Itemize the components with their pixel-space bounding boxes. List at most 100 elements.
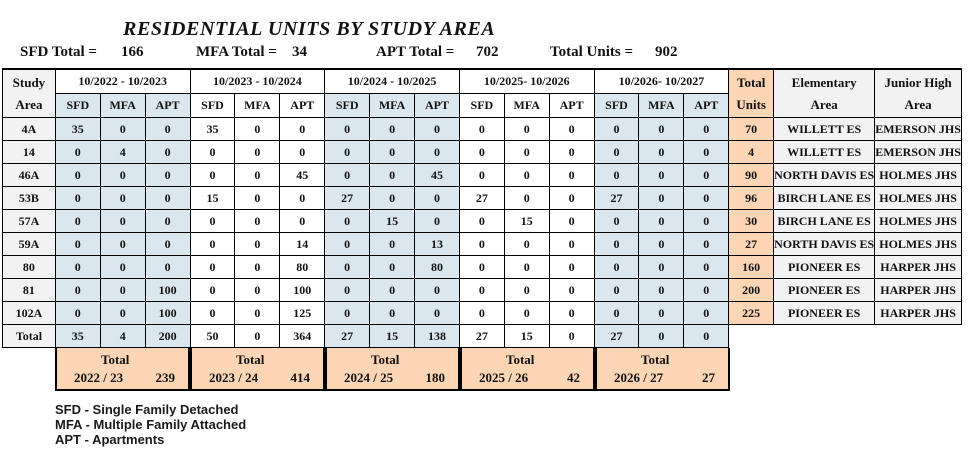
data-cell: 0 [234,186,281,210]
data-cell: 0 [548,232,595,256]
empty-cell [728,324,962,348]
data-cell: 15 [189,186,236,210]
junior-high-cell: HOLMES JHS [874,186,962,210]
total-units-cell: 160 [728,255,775,279]
data-cell: 0 [593,117,640,141]
data-cell: 0 [548,278,595,302]
data-cell: 0 [638,301,685,325]
table-row: 57A 0 0 0 0 0 0 0 15 0 0 15 0 0 0 0 30 BIRCH LANE ES HOLME… [2,209,962,233]
data-cell: 0 [189,140,236,164]
elementary-cell: WILLETT ES [773,140,876,164]
data-cell: 0 [683,232,730,256]
data-cell: 0 [54,255,101,279]
data-cell: 0 [234,278,281,302]
data-cell: 0 [638,278,685,302]
unit-type-header: APT [144,93,191,118]
data-cell: 0 [458,117,505,141]
unit-type-header: SFD [54,93,101,118]
data-cell: 0 [189,232,236,256]
year-total-line: 2026 / 27 27 [597,369,728,387]
study-area-header-line: Study [12,74,46,90]
year-total-years: 2025 / 26 [479,370,529,385]
junior-high-cell: HARPER JHS [874,255,962,279]
data-cell: 0 [369,278,416,302]
year-total-section: Total 2023 / 24 414 [190,348,325,391]
study-area-label: 4A [2,117,56,141]
total-cell: 0 [234,324,281,348]
junior-high-header-line: Junior High [884,74,952,90]
total-units-header-line: Units [736,96,766,112]
junior-high-cell: EMERSON JHS [874,117,962,141]
elementary-header: Elementary Area [773,68,876,118]
data-cell: 0 [414,117,460,141]
data-cell: 0 [279,117,326,141]
junior-high-cell: HOLMES JHS [874,209,962,233]
data-cell: 0 [234,163,281,187]
data-cell: 100 [279,278,326,302]
data-cell: 0 [458,278,505,302]
mfa-total-label: MFA Total = [196,44,277,60]
data-cell: 80 [414,255,460,279]
year-total-value: 180 [425,370,446,385]
sfd-total-value: 166 [121,44,144,60]
year-total-section: Total 2026 / 27 27 [595,348,730,391]
data-cell: 0 [369,255,416,279]
year-total-value: 239 [155,370,176,385]
unit-type-header: APT [548,93,595,118]
year-total-line: 2025 / 26 42 [462,369,593,387]
unit-type-header: MFA [99,93,146,118]
header-row-unit-types: SFD MFA APT SFD MFA APT SFD MFA APT SFD MFA APT SFD M… [3,93,962,118]
elementary-header-line: Elementary [791,74,857,90]
data-cell: 0 [683,301,730,325]
total-units-cell: 90 [728,163,775,187]
study-area-header-line: Area [15,96,43,112]
data-cell: 0 [234,117,281,141]
data-cell: 0 [414,278,460,302]
total-units-cell: 225 [728,301,775,325]
data-cell: 0 [683,140,730,164]
data-cell: 27 [458,186,505,210]
data-cell: 0 [324,232,371,256]
data-cell: 0 [144,232,191,256]
total-units-value: 902 [655,44,678,60]
data-cell: 35 [189,117,236,141]
year-total-title: Total [641,352,670,367]
year-total-years: 2026 / 27 [614,370,664,385]
legend: SFD - Single Family Detached MFA - Multip… [55,402,962,447]
data-cell: 0 [324,163,371,187]
unit-type-header: MFA [503,93,550,118]
year-total-years: 2023 / 24 [209,370,259,385]
data-cell: 0 [593,255,640,279]
data-cell: 0 [369,232,416,256]
table-row: 4A 35 0 0 35 0 0 0 0 0 0 0 0 0 0 0 70 WILLETT ES EMERSON J… [2,117,962,141]
data-cell: 0 [503,186,550,210]
data-cell: 0 [593,163,640,187]
data-cell: 0 [54,163,101,187]
data-cell: 0 [548,140,595,164]
header-row-periods: Study Area 10/2022 - 10/2023 10/2023 - 10/2… [2,68,962,118]
data-cell: 0 [234,209,281,233]
year-total-value: 42 [567,370,580,385]
data-cell: 100 [144,301,191,325]
mfa-total-value: 34 [292,44,307,60]
data-cell: 0 [54,209,101,233]
total-cell: 4 [99,324,146,348]
table-row: 46A 0 0 0 0 0 45 0 0 45 0 0 0 0 0 0 90 NORTH DAVIS ES HOLM… [2,163,962,187]
data-cell: 125 [279,301,326,325]
data-cell: 0 [144,117,191,141]
total-cell: 138 [414,324,460,348]
data-cell: 0 [548,117,595,141]
table-row: 81 0 0 100 0 0 100 0 0 0 0 0 0 0 0 0 200 PIONEER ES HARPER… [2,278,962,302]
data-cell: 0 [458,255,505,279]
data-cell: 0 [548,163,595,187]
data-cell: 27 [324,186,371,210]
unit-type-header: APT [279,93,326,118]
year-total-line: 2024 / 25 180 [327,369,458,387]
study-area-label: 81 [2,278,56,302]
data-cell: 0 [144,140,191,164]
data-cell: 0 [99,209,146,233]
data-cell: 27 [593,186,640,210]
data-cell: 0 [414,186,460,210]
junior-high-cell: HARPER JHS [874,278,962,302]
